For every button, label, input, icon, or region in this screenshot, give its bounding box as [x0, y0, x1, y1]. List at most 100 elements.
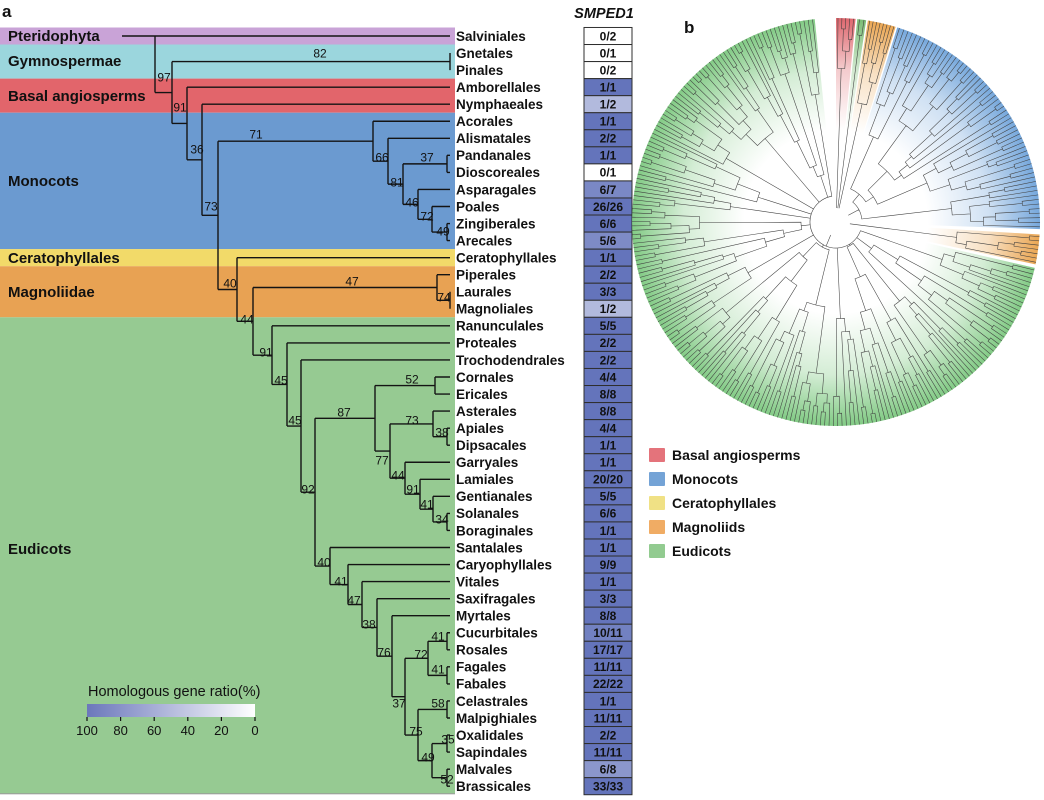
- ratio-cell-value: 6/8: [600, 762, 617, 776]
- tip-label: Oxalidales: [456, 728, 524, 743]
- cladogram-tree: [122, 35, 451, 787]
- tip-label: Asterales: [456, 404, 517, 419]
- tip-label: Brassicales: [456, 779, 531, 794]
- legend-swatch-magnoliids: [649, 520, 665, 534]
- gradient-tick-label: 0: [251, 723, 258, 738]
- clade-bands: [0, 27, 455, 795]
- circular-tree-color-wedges: [632, 17, 1041, 426]
- tip-label: Asparagales: [456, 182, 536, 197]
- bootstrap-value: 87: [337, 406, 351, 420]
- legend-label: Magnoliids: [672, 519, 746, 535]
- ratio-cell-value: 1/1: [600, 694, 617, 708]
- tip-label: Malvales: [456, 762, 512, 777]
- bootstrap-value: 73: [204, 200, 218, 214]
- tip-label: Myrtales: [456, 609, 511, 624]
- tip-label: Proteales: [456, 336, 517, 351]
- ratio-cell-value: 6/7: [600, 183, 617, 197]
- ratio-cell-value: 1/2: [600, 302, 617, 316]
- tip-label: Amborellales: [456, 80, 541, 95]
- tip-label: Boraginales: [456, 523, 533, 538]
- bootstrap-value: 41: [420, 498, 434, 512]
- bootstrap-value: 74: [437, 291, 451, 305]
- tip-label: Apiales: [456, 421, 504, 436]
- sector-branches-magnoliids-upper: [838, 20, 895, 209]
- tip-label: Dioscoreales: [456, 165, 540, 180]
- ratio-cell-value: 10/11: [593, 626, 623, 640]
- legend-label: Ceratophyllales: [672, 495, 777, 511]
- panel-b-legend: Basal angiosperms Monocots Ceratophyllal…: [649, 443, 800, 563]
- ratio-cells: 0/2 0/1 0/2 1/1 1/2 1/1 2/2 1/1 0/1 6/7 26/26 6/6 5/…: [583, 26, 633, 796]
- clade-band: [0, 112, 455, 250]
- bootstrap-value: 58: [431, 697, 445, 711]
- tip-label: Poales: [456, 199, 500, 214]
- ratio-cell-value: 2/2: [600, 268, 617, 282]
- ratio-cell-value: 6/6: [600, 217, 617, 231]
- bootstrap-value: 77: [375, 454, 389, 468]
- ratio-cell-value: 0/1: [600, 166, 617, 180]
- bootstrap-value: 47: [347, 594, 361, 608]
- bootstrap-value: 46: [405, 196, 419, 210]
- ratio-cell-value: 5/6: [600, 234, 617, 248]
- sector-wedge-monocots: [836, 27, 1041, 230]
- sector-wedge-magnoliids-right: [836, 222, 1040, 265]
- legend-swatch-ceratophyllales: [649, 496, 665, 510]
- tip-label: Nymphaeales: [456, 97, 543, 112]
- gradient-legend-title: Homologous gene ratio(%): [88, 684, 260, 700]
- bootstrap-value: 40: [317, 556, 331, 570]
- bootstrap-value: 91: [173, 101, 187, 115]
- bootstrap-value: 37: [420, 151, 434, 165]
- tip-label: Lamiales: [456, 472, 514, 487]
- bootstrap-value: 91: [406, 483, 420, 497]
- bootstrap-value: 66: [375, 151, 389, 165]
- sector-branches-basal-angiosperms: [836, 17, 854, 209]
- ratio-cell-value: 1/1: [600, 524, 617, 538]
- legend-label: Monocots: [672, 471, 739, 487]
- sector-wedge-eudicots-sliver: [836, 19, 867, 222]
- legend-swatch-basal-angiosperms: [649, 448, 665, 462]
- gradient-tick-label: 40: [181, 723, 195, 738]
- bootstrap-value: 81: [390, 176, 404, 190]
- clade-band: [0, 249, 455, 267]
- bootstrap-value: 82: [313, 47, 327, 61]
- tip-label: Alismatales: [456, 131, 531, 146]
- tip-label: Arecales: [456, 233, 512, 248]
- bootstrap-value: 76: [377, 646, 391, 660]
- gradient-tick-label: 60: [147, 723, 161, 738]
- tip-label: Trochodendrales: [456, 353, 565, 368]
- tip-label: Ranunculales: [456, 319, 544, 334]
- tip-label: Laurales: [456, 285, 512, 300]
- sector-wedge-eudicots: [632, 19, 1035, 426]
- ratio-cell-value: 33/33: [593, 780, 623, 794]
- tip-label: Pinales: [456, 63, 503, 78]
- tip-label: Cornales: [456, 370, 514, 385]
- ratio-cell-value: 1/1: [600, 456, 617, 470]
- bootstrap-value: 34: [435, 513, 449, 527]
- legend-label: Eudicots: [672, 543, 732, 559]
- ratio-cell-value: 0/2: [600, 29, 617, 43]
- tip-label: Gentianales: [456, 489, 533, 504]
- bootstrap-value: 73: [405, 414, 419, 428]
- ratio-cell-value: 17/17: [593, 643, 623, 657]
- ratio-cell-value: 11/11: [594, 660, 623, 674]
- ratio-cell-value: 1/1: [600, 541, 617, 555]
- tip-label: Rosales: [456, 643, 508, 658]
- ratio-cell-value: 2/2: [600, 353, 617, 367]
- tip-label: Gnetales: [456, 46, 513, 61]
- band-label-ceratophyllales: Ceratophyllales: [8, 250, 120, 267]
- tip-label: Vitales: [456, 574, 499, 589]
- band-label-magnoliidae: Magnoliidae: [8, 284, 95, 301]
- ratio-cell-value: 2/2: [600, 132, 617, 146]
- cladogram-branches: [122, 35, 451, 787]
- tip-label: Piperales: [456, 268, 516, 283]
- gradient-tick-label: 20: [214, 723, 228, 738]
- sector-wedge-magnoliids-upper: [836, 20, 896, 222]
- tip-label: Ceratophyllales: [456, 250, 557, 265]
- bootstrap-value: 44: [391, 469, 405, 483]
- ratio-cell-value: 1/2: [600, 98, 617, 112]
- band-label-basal-angiosperms: Basal angiosperms: [8, 88, 146, 105]
- band-label-eudicots: Eudicots: [8, 541, 71, 558]
- bootstrap-value: 37: [392, 697, 406, 711]
- bootstrap-value: 91: [259, 346, 273, 360]
- bootstrap-value: 41: [334, 575, 348, 589]
- ratio-cell-value: 8/8: [600, 404, 617, 418]
